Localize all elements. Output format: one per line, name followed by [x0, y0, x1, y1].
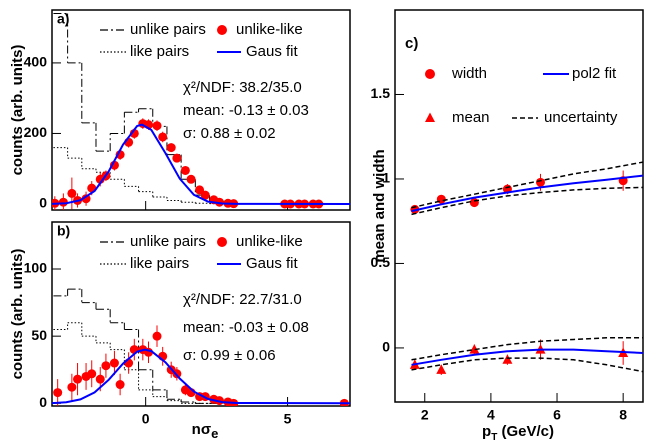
- marker-circle: [469, 198, 479, 208]
- legend-label: unlike pairs: [130, 233, 206, 250]
- marker-circle: [200, 190, 210, 200]
- marker-circle: [115, 380, 125, 390]
- y-axis-label: mean and width: [371, 149, 388, 262]
- marker-circle: [95, 374, 105, 384]
- x-axis-label-sub: T: [491, 432, 497, 443]
- panel-label: b): [57, 223, 70, 239]
- y-tick-label: 50: [31, 327, 47, 343]
- marker-circle: [109, 358, 119, 368]
- legend-symbol: [425, 112, 435, 122]
- marker-circle: [186, 174, 196, 184]
- marker-circle: [81, 194, 91, 204]
- marker-circle: [180, 165, 190, 175]
- x-tick-label: 2: [421, 407, 429, 423]
- legend-symbol: [217, 237, 227, 247]
- panel-label: c): [405, 35, 418, 52]
- marker-circle: [67, 382, 77, 392]
- plot-area: [52, 288, 350, 406]
- fit-curve: [411, 186, 643, 216]
- legend-label: uncertainty: [544, 109, 618, 126]
- x-axis-label: nσe: [192, 421, 219, 441]
- legend-label: unlike pairs: [130, 21, 206, 38]
- y-tick-label: 0: [382, 339, 390, 355]
- y-axis-label: counts (arb. units): [9, 45, 26, 176]
- legend-label: unlike-like: [236, 21, 303, 38]
- marker-circle: [166, 143, 176, 153]
- y-tick-label: 0: [39, 394, 47, 410]
- y-tick-label: 1.5: [371, 85, 391, 101]
- frame: [51, 9, 351, 211]
- fit-curve: [411, 357, 643, 373]
- frame: [394, 9, 644, 403]
- marker-circle: [152, 331, 162, 341]
- y-tick-label: 1: [382, 170, 390, 186]
- marker-circle: [101, 361, 111, 371]
- x-tick-label: 0: [142, 411, 150, 427]
- x-tick-label: 8: [619, 407, 627, 423]
- legend-label: pol2 fit: [572, 65, 617, 82]
- fit-line: [52, 123, 350, 205]
- y-tick-label: 0: [39, 195, 47, 211]
- marker-triangle: [469, 344, 480, 354]
- x-tick-label: 6: [553, 407, 561, 423]
- fit-line: [52, 348, 350, 405]
- marker-circle: [535, 177, 545, 187]
- y-tick-label: 200: [24, 124, 48, 140]
- annotation: mean: -0.03 ± 0.08: [183, 319, 309, 336]
- frame: [51, 221, 351, 407]
- fit-curve: [411, 348, 643, 366]
- legend-label: Gaus fit: [246, 43, 299, 60]
- marker-circle: [195, 185, 205, 195]
- marker-triangle: [436, 364, 447, 374]
- annotation: σ: 0.99 ± 0.06: [183, 347, 276, 364]
- marker-circle: [53, 388, 63, 398]
- marker-circle: [172, 153, 182, 163]
- annotation: σ: 0.88 ± 0.02: [183, 125, 276, 142]
- legend-label: like pairs: [130, 43, 189, 60]
- marker-circle: [58, 197, 68, 207]
- marker-circle: [158, 132, 168, 142]
- annotation: mean: -0.13 ± 0.03: [183, 102, 309, 119]
- legend-label: unlike-like: [236, 233, 303, 250]
- legend-label: mean: [452, 109, 490, 126]
- plot-area: [52, 13, 350, 210]
- y-tick-label: 100: [24, 260, 48, 276]
- x-tick-label: 4: [487, 407, 495, 423]
- y-tick-label: 0.5: [371, 254, 391, 270]
- plot-area: [409, 161, 643, 375]
- legend-label: like pairs: [130, 255, 189, 272]
- x-axis-label-sub: e: [211, 426, 218, 441]
- fit-curve: [411, 337, 643, 361]
- panel-label: a): [57, 11, 69, 27]
- marker-triangle: [502, 354, 513, 364]
- fit-curve: [411, 174, 643, 213]
- marker-circle: [436, 194, 446, 204]
- annotation: χ²/NDF: 38.2/35.0: [183, 79, 302, 96]
- y-axis-label: counts (arb. units): [9, 249, 26, 380]
- x-axis-label-main: nσ: [192, 421, 211, 438]
- legend-label: Gaus fit: [246, 255, 299, 272]
- marker-circle: [152, 121, 162, 131]
- marker-circle: [87, 369, 97, 379]
- legend-symbol: [217, 25, 227, 35]
- legend-label: width: [451, 65, 487, 82]
- legend-symbol: [425, 69, 435, 79]
- marker-circle: [67, 188, 77, 198]
- annotation: χ²/NDF: 22.7/31.0: [183, 291, 302, 308]
- x-axis-label: pT (GeV/c): [482, 423, 554, 443]
- x-axis-label-tail: (GeV/c): [497, 423, 554, 440]
- y-tick-label: 400: [24, 54, 48, 70]
- x-tick-label: 5: [284, 411, 292, 427]
- x-axis-label-main: p: [482, 423, 491, 440]
- marker-circle: [73, 374, 83, 384]
- fit-curve: [411, 161, 643, 209]
